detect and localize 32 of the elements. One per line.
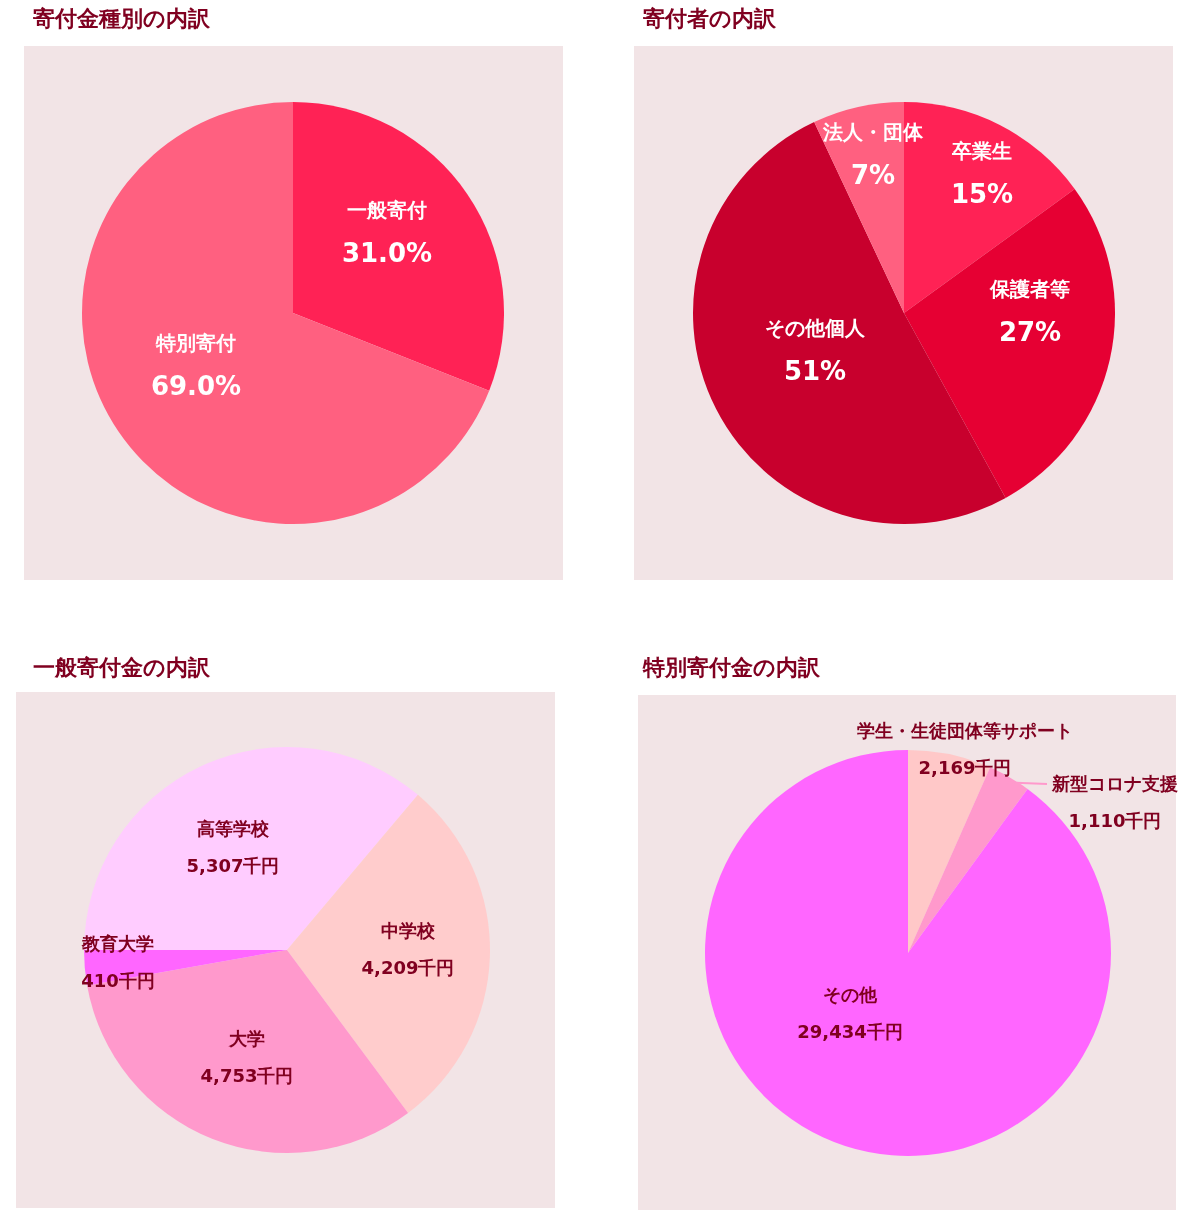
chart-title: 特別寄付金の内訳 <box>642 655 821 680</box>
slice-label: 中学校 <box>381 920 436 941</box>
slice-label: 法人・団体 <box>822 120 924 144</box>
chart-title: 一般寄付金の内訳 <box>33 655 211 680</box>
chart-title: 寄付者の内訳 <box>643 6 777 31</box>
slice-label: 大学 <box>228 1028 265 1049</box>
data-label: 29,434千円 <box>797 1021 903 1042</box>
pie-slice <box>82 102 490 524</box>
slice-label: 保護者等 <box>989 277 1070 301</box>
chart-title: 寄付金種別の内訳 <box>33 6 211 31</box>
data-label: 5,307千円 <box>186 855 280 876</box>
data-label: 69.0% <box>150 371 242 401</box>
data-label: 31.0% <box>341 238 433 268</box>
pie-slice <box>293 102 504 391</box>
data-label: 1,110千円 <box>1068 810 1162 831</box>
slice-label: 卒業生 <box>951 139 1012 163</box>
slice-label: 学生・生徒団体等サポート <box>857 720 1073 741</box>
data-label: 15% <box>950 179 1014 209</box>
data-label: 2,169千円 <box>918 757 1012 778</box>
slice-label: その他個人 <box>765 316 866 340</box>
data-label: 27% <box>998 317 1062 347</box>
slice-label: 特別寄付 <box>155 331 236 355</box>
slice-label: 高等学校 <box>197 818 270 839</box>
data-label: 51% <box>783 356 847 386</box>
pie-slice <box>908 750 991 953</box>
slice-label: 教育大学 <box>81 933 154 954</box>
data-label: 4,753千円 <box>200 1065 294 1086</box>
slice-label: 一般寄付 <box>347 198 427 222</box>
slice-label: その他 <box>823 984 878 1005</box>
slice-label: 新型コロナ支援 <box>1051 773 1178 794</box>
data-label: 4,209千円 <box>361 957 455 978</box>
data-label: 7% <box>850 160 896 190</box>
